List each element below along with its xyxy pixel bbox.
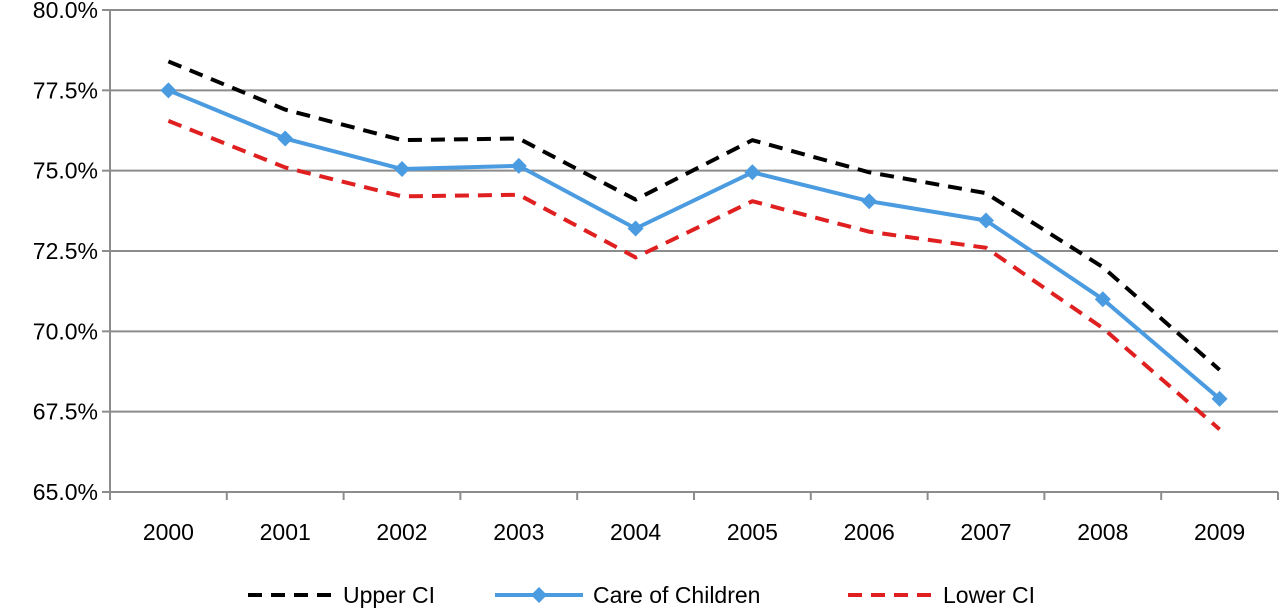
- x-tick-label: 2007: [960, 519, 1011, 545]
- data-point-care-of-children: [627, 220, 644, 237]
- data-point-care-of-children: [510, 157, 527, 174]
- x-tick-label: 2003: [493, 519, 544, 545]
- x-tick-label: 2004: [610, 519, 661, 545]
- x-tick-label: 2009: [1194, 519, 1245, 545]
- legend-label: Lower CI: [943, 582, 1035, 608]
- x-tick-label: 2001: [260, 519, 311, 545]
- axes: [102, 9, 1279, 500]
- series-line-lower-ci: [167, 119, 1221, 431]
- x-tick-label: 2005: [727, 519, 778, 545]
- x-tick-label: 2006: [844, 519, 895, 545]
- data-point-care-of-children: [978, 212, 994, 229]
- data-point-care-of-children: [1094, 291, 1111, 308]
- legend-item-lower-ci: Lower CI: [848, 582, 1035, 608]
- legend-label: Upper CI: [343, 582, 435, 608]
- data-point-care-of-children: [160, 82, 177, 99]
- data-point-care-of-children: [394, 161, 410, 178]
- y-tick-label: 65.0%: [33, 479, 98, 505]
- legend: Upper CI Care of Children Lower CI: [248, 582, 1035, 608]
- data-point-care-of-children: [861, 193, 878, 210]
- data-point-care-of-children: [1211, 390, 1228, 407]
- series-lines: [160, 59, 1228, 431]
- y-tick-label: 70.0%: [33, 318, 98, 344]
- x-axis-tick-labels: 2000 2001 2002 2003 2004 2005 2006 2007 2008 2009: [143, 519, 1245, 545]
- y-tick-label: 67.5%: [33, 399, 98, 425]
- legend-label: Care of Children: [593, 582, 760, 608]
- x-tick-label: 2008: [1077, 519, 1128, 545]
- data-point-care-of-children: [744, 164, 761, 181]
- y-tick-label: 75.0%: [33, 158, 98, 184]
- y-tick-label: 72.5%: [33, 238, 98, 264]
- x-tick-label: 2002: [376, 519, 427, 545]
- legend-item-care-of-children: Care of Children: [495, 582, 760, 608]
- x-tick-label: 2000: [143, 519, 194, 545]
- y-axis-tick-labels: 65.0% 67.5% 70.0% 72.5% 75.0% 77.5% 80.0%: [33, 0, 98, 505]
- y-tick-label: 80.0%: [33, 0, 98, 23]
- legend-item-upper-ci: Upper CI: [248, 582, 435, 608]
- data-point-care-of-children: [277, 130, 294, 147]
- y-tick-label: 77.5%: [33, 77, 98, 103]
- series-line-upper-ci: [167, 59, 1221, 372]
- gridlines: [110, 9, 1278, 413]
- legend-marker: [531, 587, 547, 603]
- series-line-care-of-children: [167, 88, 1221, 401]
